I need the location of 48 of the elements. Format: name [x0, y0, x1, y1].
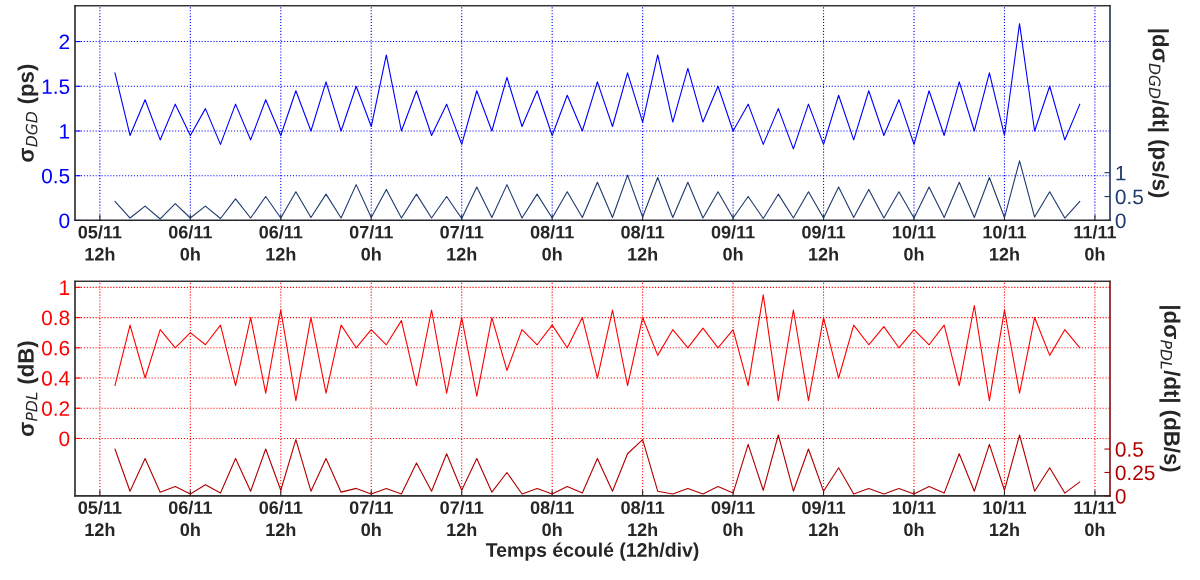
y-tick-label: 1.5	[42, 79, 70, 95]
x-tick-label: 10/11 0h	[893, 225, 936, 261]
x-tick-label: 06/11 12h	[259, 500, 303, 536]
x-tick-label: 08/11 0h	[530, 225, 574, 261]
x-tick-label: 07/11 0h	[349, 225, 393, 261]
y2-tick-label: 1	[1116, 165, 1126, 181]
y2-tick-label: 0.5	[1115, 442, 1143, 457]
y2-tick-label: 0.25	[1115, 465, 1155, 481]
x-tick-label: 09/11 12h	[802, 225, 846, 261]
y-tick-label: 0.6	[41, 340, 70, 356]
y-axis-title: σ$_{DGD}$ (ps)	[17, 64, 39, 162]
y2-tick-label: 0.5	[1115, 189, 1143, 205]
y2-tick-label: 0	[1115, 213, 1126, 229]
y-tick-label: 1	[60, 124, 70, 139]
x-tick-label: 06/11 0h	[168, 225, 212, 261]
x-tick-label: 08/11 12h	[621, 500, 665, 536]
x-tick-label: 07/11 12h	[440, 500, 484, 536]
y-tick-label: 1	[60, 280, 70, 295]
x-tick-label: 08/11 12h	[621, 225, 665, 261]
x-tick-label: 10/11 0h	[893, 500, 936, 537]
y-tick-label: 0	[59, 213, 70, 229]
x-axis-title: Temps écoulé (12h/div)	[485, 542, 699, 561]
y-tick-label: 0.2	[41, 401, 70, 416]
line-series	[114, 160, 1081, 220]
x-tick-label: 09/11 12h	[802, 500, 846, 536]
y-tick-label: 0.4	[41, 371, 70, 386]
y-tick-label: 0.8	[41, 310, 70, 326]
y-tick-label: 2	[59, 34, 70, 50]
y-tick-label: 0	[59, 431, 70, 447]
y2-axis-title: |dσ$_{DGD}$/dt| (ps/s)	[1147, 29, 1169, 198]
x-tick-label: 07/11 0h	[349, 500, 393, 537]
line-series	[114, 434, 1081, 495]
x-tick-label: 06/11 12h	[259, 225, 303, 261]
x-tick-label: 11/11 0h	[1074, 225, 1117, 261]
x-tick-label: 10/11 12h	[983, 225, 1027, 261]
y2-axis-title: |dσ$_{PDL}$/dt| (dB/s)	[1159, 306, 1181, 472]
y2-tick-label: 0	[1115, 488, 1126, 504]
y-tick-label: 0.5	[41, 168, 70, 184]
x-tick-label: 09/11 0h	[711, 500, 755, 537]
x-tick-label: 07/11 12h	[440, 225, 484, 261]
y-axis-title: σ$_{PDL}$ (dB)	[17, 341, 39, 437]
x-tick-label: 10/11 12h	[983, 500, 1027, 536]
x-tick-label: 06/11 0h	[168, 500, 212, 537]
x-tick-label: 05/11 12h	[78, 500, 122, 536]
x-tick-label: 08/11 0h	[530, 500, 574, 537]
x-tick-label: 05/11 12h	[78, 225, 122, 261]
x-tick-label: 09/11 0h	[711, 225, 755, 261]
x-tick-label: 11/11 0h	[1074, 500, 1117, 537]
